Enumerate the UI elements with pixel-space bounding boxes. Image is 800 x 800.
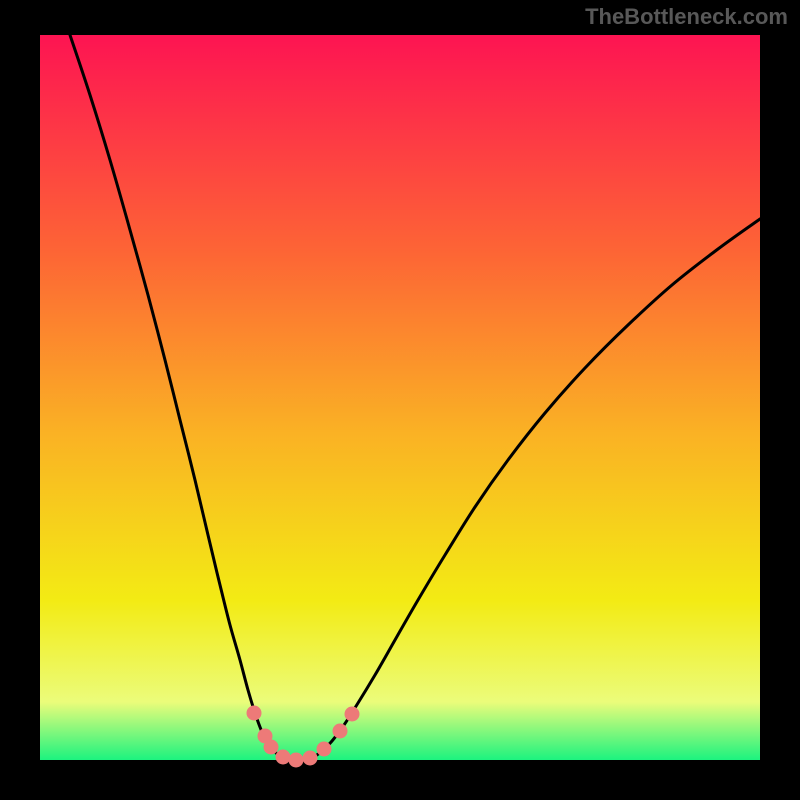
- marker-point: [303, 751, 318, 766]
- marker-point: [247, 706, 262, 721]
- marker-point: [289, 753, 304, 768]
- curve-left-branch: [70, 35, 286, 759]
- curve-right-branch: [314, 219, 760, 757]
- marker-point: [317, 742, 332, 757]
- bottleneck-curve-chart: [0, 0, 800, 800]
- marker-point: [333, 724, 348, 739]
- marker-point: [276, 750, 291, 765]
- marker-point: [264, 740, 279, 755]
- chart-canvas: TheBottleneck.com: [0, 0, 800, 800]
- marker-point: [345, 707, 360, 722]
